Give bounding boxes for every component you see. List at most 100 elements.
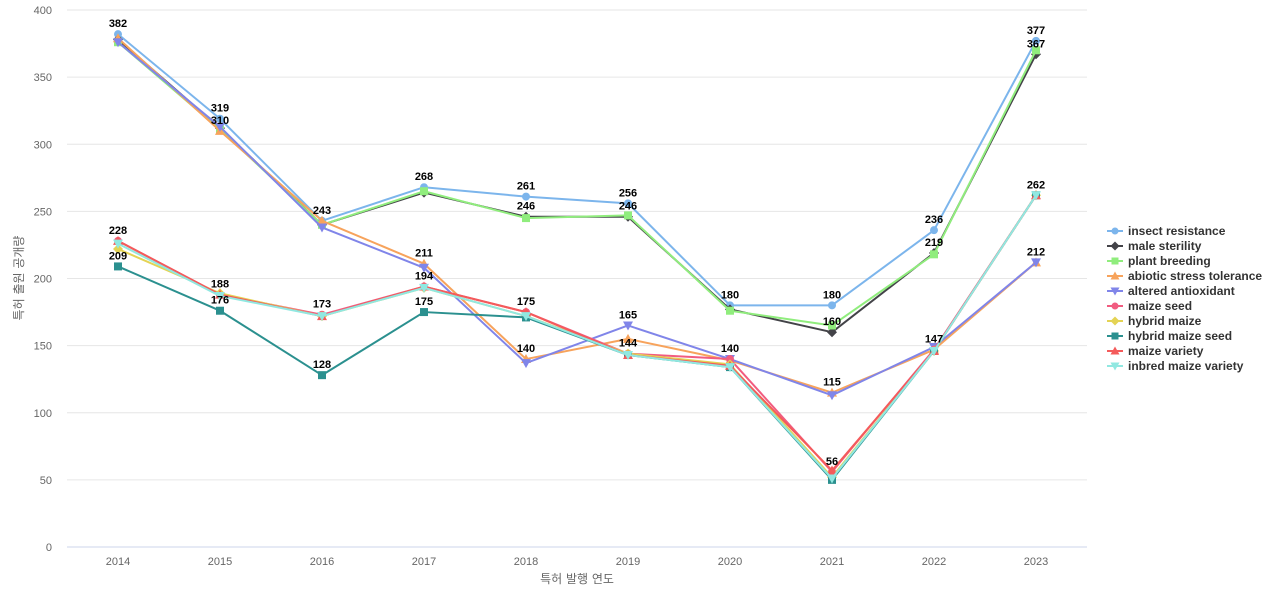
data-label: 180 (823, 289, 841, 301)
series-inbred-maize-variety (113, 191, 1041, 484)
legend-item[interactable]: inbred maize variety (1107, 359, 1244, 373)
marker-triangle-down (1110, 287, 1120, 296)
marker-triangle (1110, 346, 1120, 355)
marker-square (624, 211, 632, 220)
marker-circle (216, 114, 224, 123)
legend-label: plant breeding (1128, 254, 1211, 268)
y-tick-label: 0 (46, 542, 52, 554)
data-label: 175 (415, 296, 433, 308)
y-tick-label: 400 (34, 5, 52, 17)
marker-circle (726, 355, 734, 364)
x-tick-label: 2022 (922, 556, 946, 568)
y-tick-label: 100 (34, 408, 52, 420)
data-label: 165 (619, 309, 637, 321)
marker-triangle (623, 333, 633, 343)
legend-label: abiotic stress tolerance (1128, 269, 1262, 283)
x-tick-label: 2019 (616, 556, 640, 568)
marker-square (828, 321, 836, 330)
series-line (117, 38, 1037, 334)
data-label: 176 (211, 295, 229, 307)
marker-triangle-down (623, 321, 633, 331)
legend-label: male sterility (1128, 239, 1202, 253)
marker-diamond (1110, 316, 1120, 326)
data-label: 377 (1027, 25, 1045, 37)
data-label: 236 (925, 214, 943, 226)
data-label: 319 (211, 103, 229, 115)
legend-item[interactable]: hybrid maize (1107, 314, 1202, 328)
legend-item[interactable]: plant breeding (1107, 254, 1211, 268)
data-label: 194 (415, 271, 434, 283)
legend-label: altered antioxidant (1128, 284, 1235, 298)
marker-triangle-down (1110, 362, 1120, 371)
marker-circle (624, 199, 632, 208)
marker-square (1111, 257, 1119, 265)
legend-item[interactable]: abiotic stress tolerance (1107, 269, 1262, 283)
marker-triangle (827, 465, 837, 475)
x-axis-title: 특허 발행 연도 (540, 571, 614, 586)
marker-triangle-down (215, 122, 225, 132)
marker-circle (1111, 302, 1119, 310)
marker-triangle-down (521, 312, 531, 322)
data-label: 367 (1027, 38, 1045, 50)
x-tick-label: 2014 (106, 556, 130, 568)
series-line (117, 41, 1037, 397)
legend-item[interactable]: maize seed (1107, 299, 1192, 313)
marker-triangle-down (113, 38, 123, 48)
series-insect-resistance (114, 30, 1040, 310)
data-label: 310 (211, 115, 229, 127)
x-tick-label: 2023 (1024, 556, 1048, 568)
marker-circle (828, 301, 836, 310)
marker-triangle-down (929, 346, 939, 356)
marker-circle (1111, 227, 1119, 235)
marker-diamond (827, 327, 837, 338)
data-label: 261 (517, 181, 535, 193)
data-label: 243 (313, 205, 331, 217)
marker-square (930, 250, 938, 259)
data-label: 212 (1027, 246, 1045, 258)
series-line (117, 194, 1037, 480)
marker-triangle-down (827, 474, 837, 484)
series-line (117, 194, 1037, 481)
series-male-sterility (113, 34, 1041, 338)
series-abiotic-stress-tolerance (113, 33, 1041, 397)
y-axis-title: 특허 출원 공개량 (12, 236, 26, 321)
data-label: 175 (517, 296, 535, 308)
marker-triangle-down (827, 391, 837, 401)
legend-item[interactable]: male sterility (1107, 239, 1202, 253)
marker-triangle-down (419, 263, 429, 273)
series-hybrid-maize-seed (114, 191, 1040, 484)
y-tick-label: 300 (34, 139, 52, 151)
series-line (117, 33, 1037, 307)
legend-label: hybrid maize seed (1128, 329, 1232, 343)
legend-item[interactable]: maize variety (1107, 344, 1204, 358)
marker-triangle-down (317, 312, 327, 322)
data-label: 382 (109, 18, 127, 30)
data-label: 228 (109, 225, 127, 237)
marker-triangle-down (215, 291, 225, 301)
marker-diamond (113, 243, 123, 254)
y-tick-label: 50 (40, 475, 52, 487)
y-tick-label: 150 (34, 341, 52, 353)
marker-triangle-down (623, 351, 633, 361)
marker-square (1032, 46, 1040, 55)
legend-item[interactable]: hybrid maize seed (1107, 329, 1232, 343)
x-tick-label: 2020 (718, 556, 742, 568)
axes: 0 50 100 150 200 250 300 350 400 2014 2015 2016 2017… (34, 5, 1087, 568)
data-label: 268 (415, 171, 433, 183)
marker-square (522, 214, 530, 223)
legend-label: inbred maize variety (1128, 359, 1244, 373)
x-tick-label: 2018 (514, 556, 538, 568)
data-label: 115 (823, 377, 841, 389)
data-label: 209 (109, 250, 127, 262)
data-label: 219 (925, 237, 943, 249)
data-label: 246 (517, 201, 535, 213)
marker-square (420, 308, 428, 317)
legend-item[interactable]: altered antioxidant (1107, 284, 1235, 298)
legend-label: maize variety (1128, 344, 1204, 358)
marker-triangle-down (521, 359, 531, 369)
data-label: 160 (823, 316, 841, 328)
legend-item[interactable]: insect resistance (1107, 224, 1226, 238)
